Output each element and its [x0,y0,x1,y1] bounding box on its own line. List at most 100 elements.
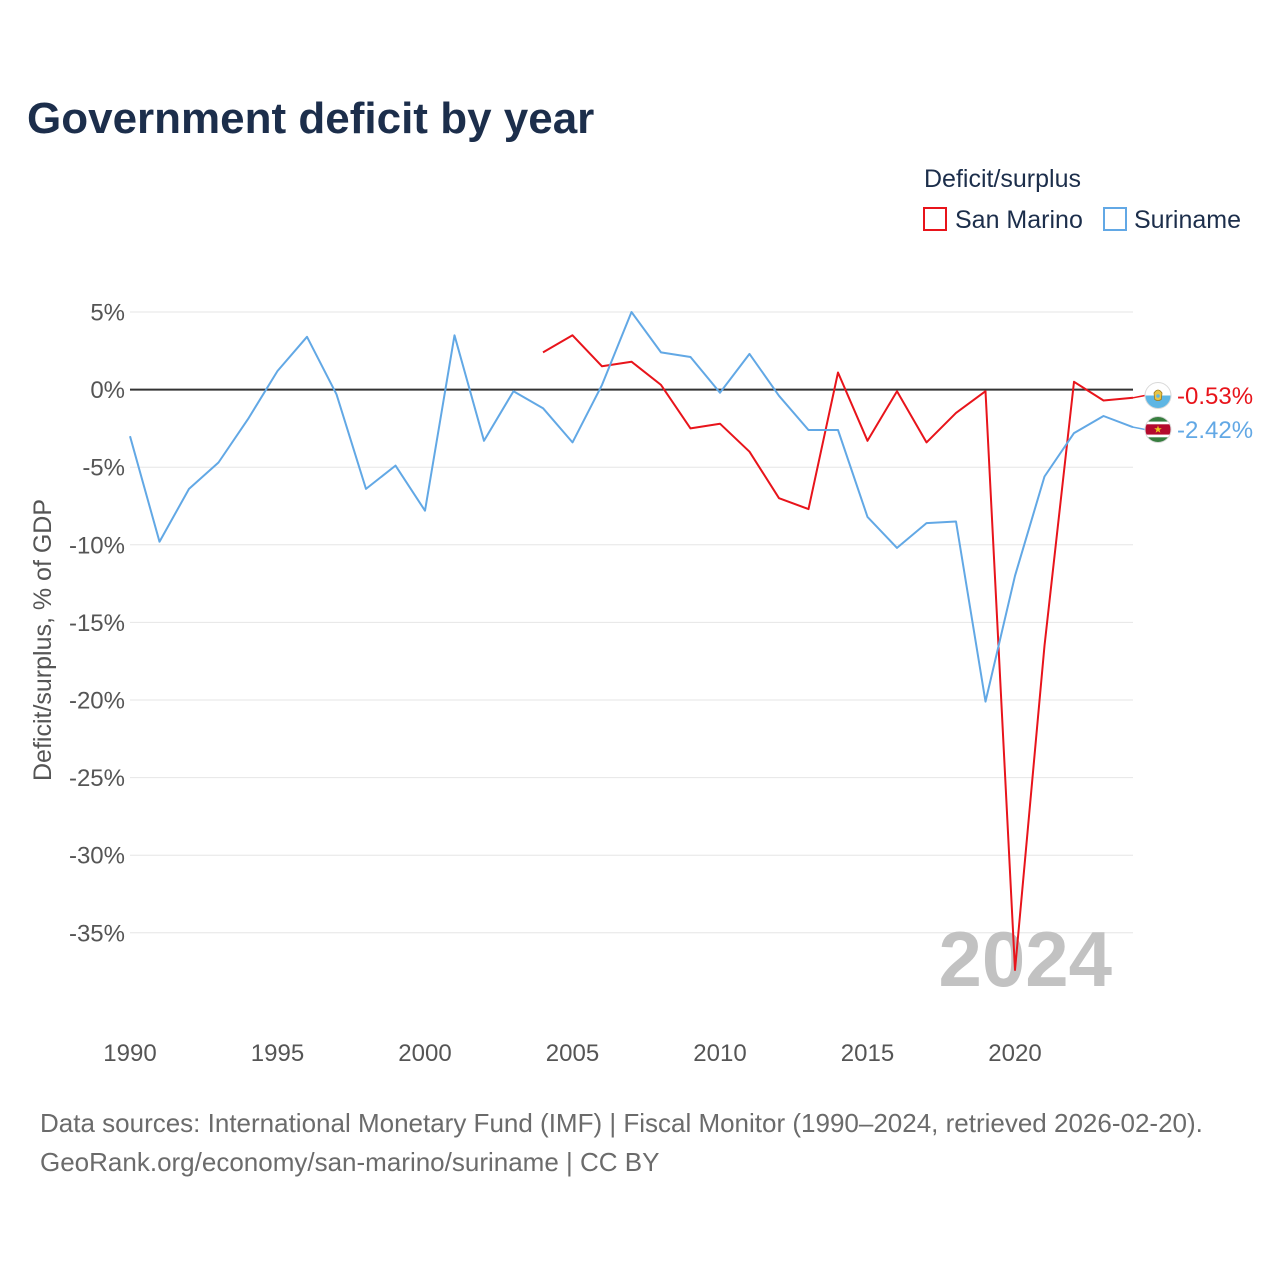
suriname-point [983,699,989,705]
suriname-point [157,539,163,545]
san-marino-point [747,449,753,455]
series-lines [127,309,1134,973]
suriname-point [511,388,517,394]
san-marino-line [542,334,1134,971]
suriname-point [1012,573,1018,579]
suriname-line [129,311,1134,703]
suriname-point [894,545,900,551]
x-tick-label: 1990 [103,1040,156,1067]
y-tick-label: -20% [69,688,125,715]
san-marino-point [688,425,694,431]
footer-link[interactable]: GeoRank.org/economy/san-marino/suriname … [40,1147,659,1177]
flag-stripe-green [1145,437,1171,443]
x-tick-label: 2005 [546,1040,599,1067]
suriname-point [216,460,222,466]
legend-label-suriname: Suriname [1134,206,1241,234]
san-marino-point [894,388,900,394]
y-tick-label: -35% [69,920,125,947]
suriname-point [865,514,871,520]
san-marino-end-connector [1132,394,1146,399]
suriname-point [422,508,428,514]
suriname-point [275,368,281,374]
suriname-point [629,309,635,315]
legend-item-san-marino[interactable]: San Marino [923,206,1083,234]
suriname-flag-icon [1144,416,1172,443]
san-marino-point [1101,397,1107,403]
x-axis-ticks: 1990 1995 2000 2005 2010 2015 2020 [103,1040,1041,1067]
suriname-end-connector [1132,426,1146,431]
suriname-point [570,439,576,445]
x-tick-label: 2015 [841,1040,894,1067]
san-marino-point [1042,643,1048,649]
flag-stripe-blue [1145,395,1171,409]
suriname-point [540,405,546,411]
suriname-point [452,332,458,338]
y-tick-label: 0% [90,377,125,404]
flag-stripe-green [1145,416,1171,422]
flag-stripe-white [1145,434,1171,438]
suriname-point [393,463,399,469]
san-marino-point [953,410,959,416]
suriname-point [304,334,310,340]
flag-outline [1144,416,1172,443]
x-tick-label: 2010 [693,1040,746,1067]
flag-stripe-white [1145,421,1171,425]
gridlines [130,311,1133,934]
san-marino-point [658,382,664,388]
san-marino-point [983,388,989,394]
flag-outline [1144,382,1172,409]
san-marino-end-label: -0.53% [1177,383,1253,410]
legend: Deficit/surplus San Marino Suriname [923,165,1241,234]
y-tick-label: -5% [82,455,125,482]
flag-stripe-white [1145,382,1171,396]
san-marino-point [717,421,723,427]
san-marino-flag-icon [1144,382,1172,409]
legend-item-suriname[interactable]: Suriname [1103,206,1241,234]
flag-star [1154,425,1162,433]
footer-sources: Data sources: International Monetary Fun… [40,1108,1203,1138]
suriname-point [1042,474,1048,480]
suriname-point [363,486,369,492]
suriname-point [953,519,959,525]
suriname-point [806,427,812,433]
y-tick-label: -25% [69,765,125,792]
san-marino-point [1012,967,1018,973]
san-marino-point [776,495,782,501]
suriname-point [127,433,133,439]
end-labels: -0.53% -2.42% [1132,382,1253,444]
san-marino-point [806,506,812,512]
flag-emblem-center [1156,394,1160,398]
suriname-point [747,351,753,357]
san-marino-point [1071,379,1077,385]
y-axis-title: Deficit/surplus, % of GDP [29,499,57,781]
chart-title: Government deficit by year [27,94,594,143]
y-tick-label: -30% [69,843,125,870]
san-marino-point [540,349,546,355]
suriname-point [1071,430,1077,436]
suriname-point [1101,413,1107,419]
san-marino-point [599,363,605,369]
suriname-point [481,438,487,444]
legend-label-san-marino: San Marino [955,206,1083,234]
x-tick-label: 2020 [988,1040,1041,1067]
suriname-end-label: -2.42% [1177,417,1253,444]
legend-swatch-suriname [1103,207,1127,231]
suriname-point [776,393,782,399]
san-marino-point [865,438,871,444]
y-axis-ticks: 5% 0% -5% -10% -15% -20% -25% -30% -35% [69,300,125,948]
year-watermark: 2024 [938,915,1112,1003]
y-tick-label: -10% [69,532,125,559]
suriname-point [717,390,723,396]
suriname-point [835,427,841,433]
suriname-point [186,486,192,492]
san-marino-point [570,332,576,338]
x-tick-label: 1995 [251,1040,304,1067]
san-marino-point [924,439,930,445]
san-marino-flag-body [1145,382,1171,409]
san-marino-point [629,359,635,365]
suriname-flag-body [1145,416,1171,443]
legend-swatch-san-marino [923,207,947,231]
san-marino-point [835,370,841,376]
y-tick-label: -15% [69,610,125,637]
y-tick-label: 5% [90,300,125,327]
